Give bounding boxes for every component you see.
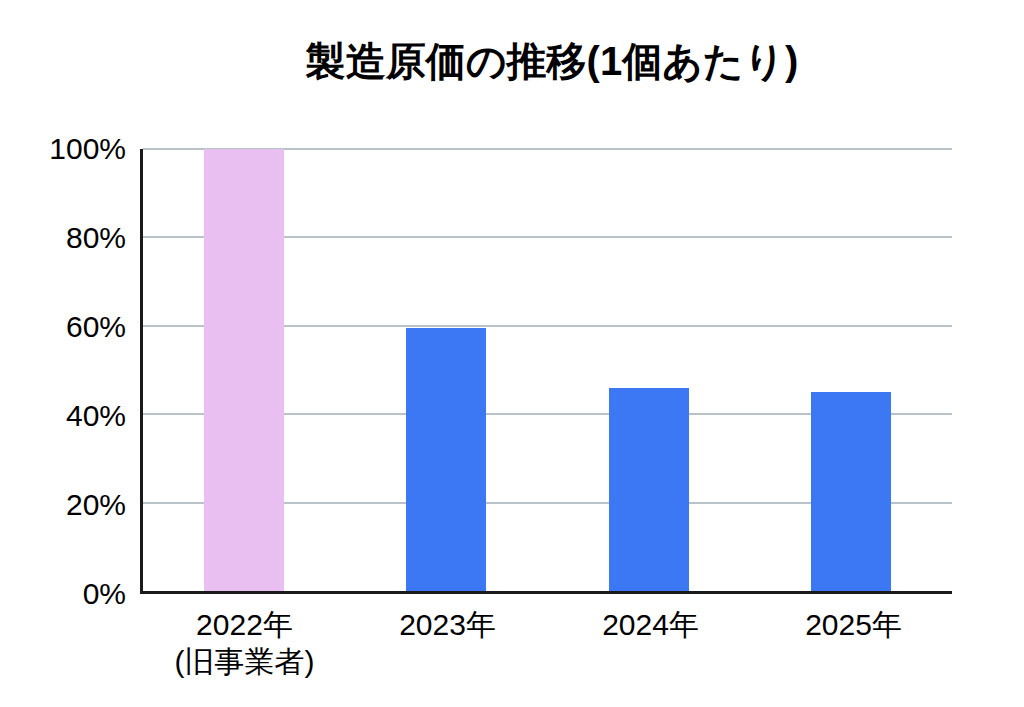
y-tick-label-100pct: 100%: [49, 134, 126, 164]
plot-area: [140, 149, 952, 594]
y-tick-label-20pct: 20%: [66, 490, 126, 520]
x-axis-label-sub: (旧事業者): [175, 643, 315, 680]
chart-page: 製造原価の推移(1個あたり) 100% 80% 60% 40% 20% 0% 2022年(…: [0, 0, 1024, 707]
x-axis-label-2025: 2025年: [805, 606, 902, 643]
y-axis-labels: 100%80%60%40%20%0%: [0, 149, 126, 594]
bar-2022: [204, 149, 284, 591]
y-tick-label-0pct: 0%: [83, 579, 126, 609]
x-axis-label-main: 2023年: [399, 606, 496, 643]
y-tick-label-80pct: 80%: [66, 223, 126, 253]
chart-title: 製造原価の推移(1個あたり): [146, 34, 958, 89]
x-axis-label-main: 2022年: [175, 606, 315, 643]
bar-2023: [406, 328, 486, 591]
bar-2024: [609, 388, 689, 591]
x-axis-label-main: 2024年: [602, 606, 699, 643]
x-axis-labels: 2022年(旧事業者) 2023年 2024年 2025年: [143, 606, 955, 701]
y-tick-label-60pct: 60%: [66, 312, 126, 342]
x-axis-label-2023: 2023年: [399, 606, 496, 643]
x-axis-label-2024: 2024年: [602, 606, 699, 643]
x-axis-label-main: 2025年: [805, 606, 902, 643]
y-tick-label-40pct: 40%: [66, 401, 126, 431]
bar-2025: [811, 392, 891, 591]
x-axis-label-2022: 2022年(旧事業者): [175, 606, 315, 680]
